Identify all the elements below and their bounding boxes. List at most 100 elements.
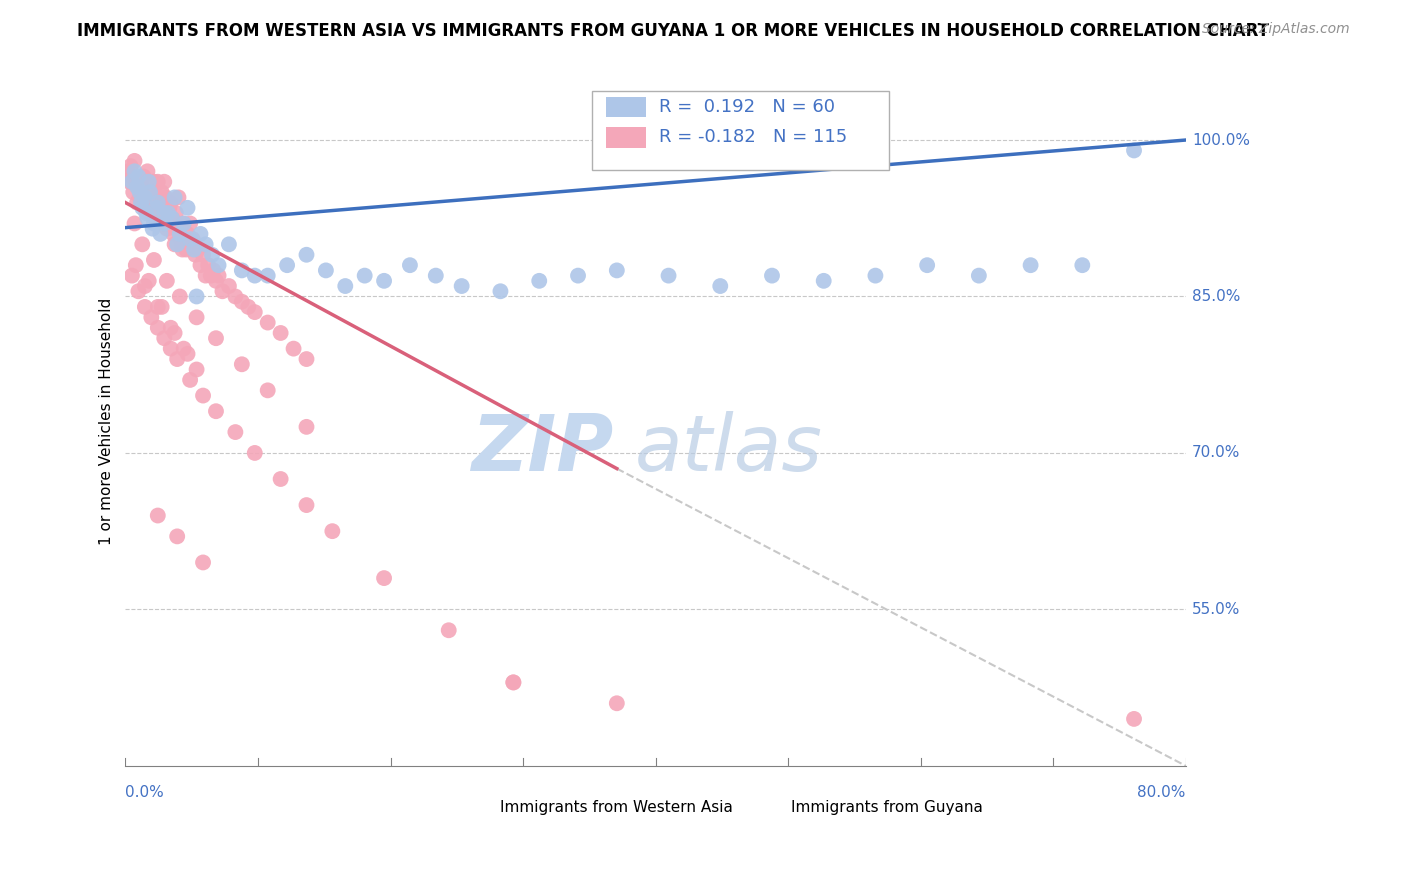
Point: [173, 217, 195, 231]
Text: atlas: atlas: [634, 411, 823, 487]
Point: [567, 268, 589, 283]
Point: [295, 420, 318, 434]
Text: 55.0%: 55.0%: [1192, 602, 1240, 617]
Point: [176, 227, 198, 241]
Point: [657, 268, 679, 283]
Point: [127, 169, 149, 184]
Point: [172, 243, 194, 257]
Point: [295, 248, 318, 262]
Point: [179, 373, 201, 387]
Point: [139, 185, 162, 199]
Point: [224, 289, 246, 303]
Point: [167, 190, 190, 204]
Point: [156, 221, 179, 235]
Point: [190, 227, 212, 241]
Point: [176, 347, 198, 361]
Point: [353, 268, 375, 283]
Point: [139, 206, 162, 220]
Point: [142, 221, 165, 235]
Point: [865, 268, 887, 283]
Text: Immigrants from Guyana: Immigrants from Guyana: [792, 799, 983, 814]
Point: [134, 279, 156, 293]
Point: [176, 201, 198, 215]
Point: [243, 305, 266, 319]
Point: [238, 300, 260, 314]
Point: [813, 274, 835, 288]
Point: [179, 232, 201, 246]
Text: 85.0%: 85.0%: [1192, 289, 1240, 304]
Point: [159, 195, 181, 210]
Point: [129, 195, 152, 210]
Point: [160, 211, 183, 226]
Point: [149, 227, 172, 241]
Point: [224, 425, 246, 439]
Point: [159, 342, 181, 356]
Point: [142, 175, 165, 189]
Point: [136, 164, 159, 178]
Point: [141, 310, 163, 325]
Point: [169, 289, 191, 303]
Point: [270, 326, 292, 340]
Point: [160, 211, 183, 226]
Point: [143, 185, 166, 199]
Text: ZIP: ZIP: [471, 411, 613, 487]
Text: 100.0%: 100.0%: [1192, 133, 1250, 147]
Point: [207, 258, 229, 272]
Point: [186, 289, 208, 303]
Point: [186, 310, 208, 325]
Point: [502, 675, 524, 690]
Point: [146, 195, 169, 210]
Text: Source: ZipAtlas.com: Source: ZipAtlas.com: [1202, 22, 1350, 37]
Point: [138, 175, 160, 189]
Point: [276, 258, 298, 272]
Point: [207, 268, 229, 283]
Point: [231, 357, 253, 371]
Point: [205, 404, 228, 418]
Point: [134, 201, 156, 215]
Point: [191, 248, 214, 262]
Point: [118, 175, 141, 189]
Point: [202, 263, 225, 277]
Text: R = -0.182   N = 115: R = -0.182 N = 115: [659, 128, 846, 146]
Point: [162, 227, 184, 241]
Point: [159, 320, 181, 334]
Point: [187, 243, 209, 257]
Point: [127, 180, 149, 194]
Point: [437, 624, 460, 638]
Point: [148, 201, 170, 215]
Point: [191, 556, 214, 570]
Point: [146, 300, 169, 314]
Point: [1071, 258, 1094, 272]
Point: [231, 263, 253, 277]
Point: [174, 232, 197, 246]
Point: [709, 279, 731, 293]
Point: [399, 258, 422, 272]
Point: [121, 268, 143, 283]
Point: [145, 195, 167, 210]
Point: [166, 529, 188, 543]
Y-axis label: 1 or more Vehicles in Household: 1 or more Vehicles in Household: [100, 298, 114, 545]
Point: [205, 331, 228, 345]
Point: [122, 185, 145, 199]
Point: [153, 331, 176, 345]
Point: [152, 206, 174, 220]
Point: [201, 248, 224, 262]
Point: [529, 274, 551, 288]
Point: [125, 258, 148, 272]
Point: [141, 185, 163, 199]
Point: [155, 190, 177, 204]
Point: [1123, 712, 1146, 726]
Point: [117, 164, 139, 178]
FancyBboxPatch shape: [606, 127, 647, 148]
Point: [120, 159, 142, 173]
Point: [127, 285, 149, 299]
Point: [606, 263, 628, 277]
Point: [146, 175, 169, 189]
Point: [138, 274, 160, 288]
Point: [270, 472, 292, 486]
FancyBboxPatch shape: [751, 799, 783, 817]
Point: [124, 164, 146, 178]
Point: [131, 237, 153, 252]
Point: [157, 206, 180, 220]
Point: [157, 217, 180, 231]
